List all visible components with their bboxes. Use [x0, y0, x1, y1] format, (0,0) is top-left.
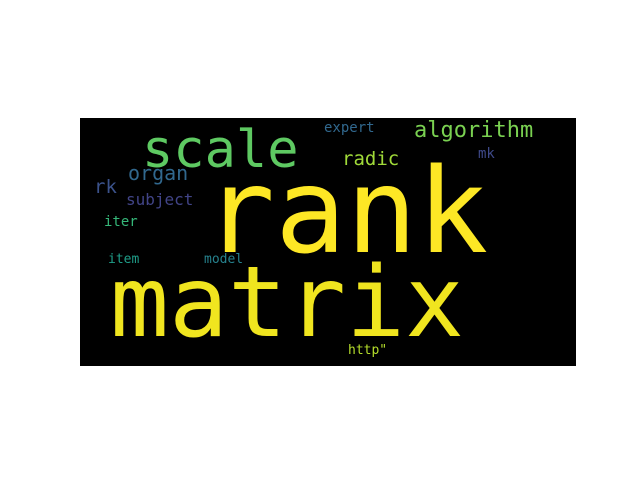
word-matrix: matrix [110, 246, 465, 360]
word-subject: subject [126, 190, 194, 209]
word-mk: mk [478, 146, 495, 162]
word-radic: radic [342, 148, 400, 170]
word-iter: iter [104, 214, 138, 230]
word-item: item [108, 252, 140, 267]
word-cloud: scale expert algorithm radic mk organ rk… [80, 118, 576, 366]
word-scale: scale [142, 120, 299, 180]
word-http: http" [348, 343, 388, 358]
word-algorithm: algorithm [414, 118, 534, 143]
word-model: model [204, 252, 244, 267]
word-organ: organ [128, 161, 189, 185]
word-expert: expert [324, 120, 375, 136]
word-rk: rk [94, 176, 117, 198]
word-rank: rank [204, 142, 489, 280]
